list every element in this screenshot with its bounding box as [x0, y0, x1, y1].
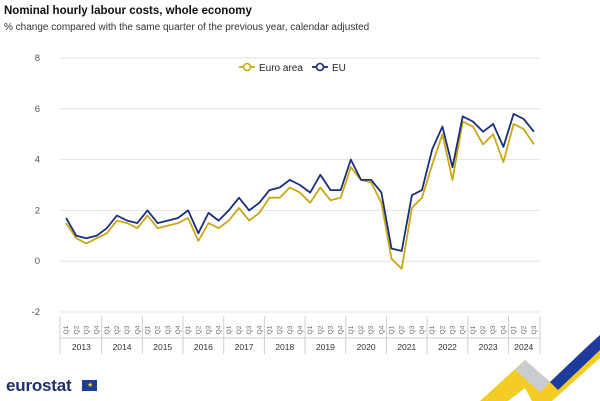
x-quarter-label: Q3	[328, 325, 335, 334]
gridlines	[60, 57, 540, 313]
x-year-label: 2022	[438, 342, 457, 352]
x-year-label: 2013	[72, 342, 91, 352]
legend: Euro area EU	[239, 62, 346, 74]
x-quarter-label: Q2	[358, 325, 365, 334]
x-quarter-label: Q4	[134, 325, 141, 334]
x-year-label: 2018	[275, 342, 294, 352]
series-line-euro-area	[65, 120, 535, 270]
x-quarter-label: Q4	[94, 325, 101, 334]
x-quarter-label: Q4	[256, 325, 263, 334]
x-quarter-label: Q3	[450, 325, 457, 334]
x-quarter-label: Q2	[480, 325, 487, 334]
x-year-label: 2021	[397, 342, 416, 352]
eu-flag-icon: ★	[82, 380, 97, 391]
series-lines	[65, 113, 535, 270]
x-quarter-label: Q1	[389, 325, 396, 334]
x-quarter-label: Q1	[511, 325, 518, 334]
x-quarter-label: Q4	[175, 325, 182, 334]
x-quarter-label: Q1	[226, 325, 233, 334]
series-line-eu	[65, 113, 535, 252]
x-quarter-label: Q4	[419, 325, 426, 334]
x-quarter-label: Q4	[378, 325, 385, 334]
x-quarter-label: Q1	[348, 325, 355, 334]
x-year-label: 2016	[194, 342, 213, 352]
x-quarter-label: Q4	[216, 325, 223, 334]
x-quarter-label: Q3	[287, 325, 294, 334]
x-year-label: 2020	[357, 342, 376, 352]
x-quarter-label: Q3	[205, 325, 212, 334]
legend-marker	[242, 62, 252, 72]
x-quarter-label: Q2	[236, 325, 243, 334]
x-quarter-label: Q4	[460, 325, 467, 334]
x-quarter-label: Q2	[521, 325, 528, 334]
x-quarter-label: Q3	[531, 325, 538, 334]
x-quarter-label: Q3	[368, 325, 375, 334]
x-quarter-label: Q4	[500, 325, 507, 334]
chart-title: Nominal hourly labour costs, whole econo…	[4, 5, 252, 17]
y-tick-label: 6	[35, 104, 40, 115]
chart-subtitle: % change compared with the same quarter …	[4, 22, 370, 33]
x-quarter-label: Q4	[297, 325, 304, 334]
x-year-label: 2017	[235, 342, 254, 352]
x-quarter-label: Q1	[470, 325, 477, 334]
x-quarter-label: Q1	[144, 325, 151, 334]
x-quarter-label: Q3	[165, 325, 172, 334]
x-quarter-label: Q4	[338, 325, 345, 334]
y-tick-label: -2	[32, 307, 40, 318]
x-quarter-label: Q1	[429, 325, 436, 334]
x-quarter-label: Q3	[490, 325, 497, 334]
y-tick-label: 0	[35, 256, 40, 267]
x-quarter-label: Q2	[399, 325, 406, 334]
x-quarter-label: Q1	[307, 325, 314, 334]
x-quarter-label: Q3	[124, 325, 131, 334]
x-quarter-label: Q2	[439, 325, 446, 334]
x-year-label: 2024	[514, 342, 533, 352]
x-year-label: 2023	[479, 342, 498, 352]
x-quarter-label: Q2	[277, 325, 284, 334]
legend-marker	[315, 62, 325, 72]
x-quarter-label: Q1	[185, 325, 192, 334]
eurostat-logo[interactable]: eurostat	[6, 376, 72, 395]
y-axis: 8 6 4 2 0 -2	[32, 53, 40, 318]
x-quarter-label: Q3	[83, 325, 90, 334]
x-year-label: 2019	[316, 342, 335, 352]
x-quarter-label: Q2	[114, 325, 121, 334]
eurostat-swoosh-decoration	[480, 335, 600, 401]
legend-label: EU	[332, 63, 346, 74]
x-year-label: 2015	[153, 342, 172, 352]
x-quarter-label: Q2	[155, 325, 162, 334]
x-quarter-label: Q3	[246, 325, 253, 334]
x-quarter-label: Q2	[195, 325, 202, 334]
x-quarter-label: Q2	[73, 325, 80, 334]
x-quarter-label: Q1	[104, 325, 111, 334]
x-year-label: 2014	[113, 342, 132, 352]
x-quarter-label: Q1	[266, 325, 273, 334]
y-tick-label: 8	[35, 53, 40, 64]
x-quarter-label: Q3	[409, 325, 416, 334]
legend-label: Euro area	[259, 63, 303, 74]
y-tick-label: 4	[35, 155, 40, 166]
x-quarter-label: Q1	[63, 325, 70, 334]
y-tick-label: 2	[35, 205, 40, 216]
x-axis: Q1 Q2 Q3 Q4 Q1 Q2 Q3 Q4 Q1 Q2 Q3 Q4 Q1 Q2 Q3 Q4 Q1 Q2 Q3 Q4…	[59, 316, 541, 354]
x-quarter-label: Q2	[317, 325, 324, 334]
